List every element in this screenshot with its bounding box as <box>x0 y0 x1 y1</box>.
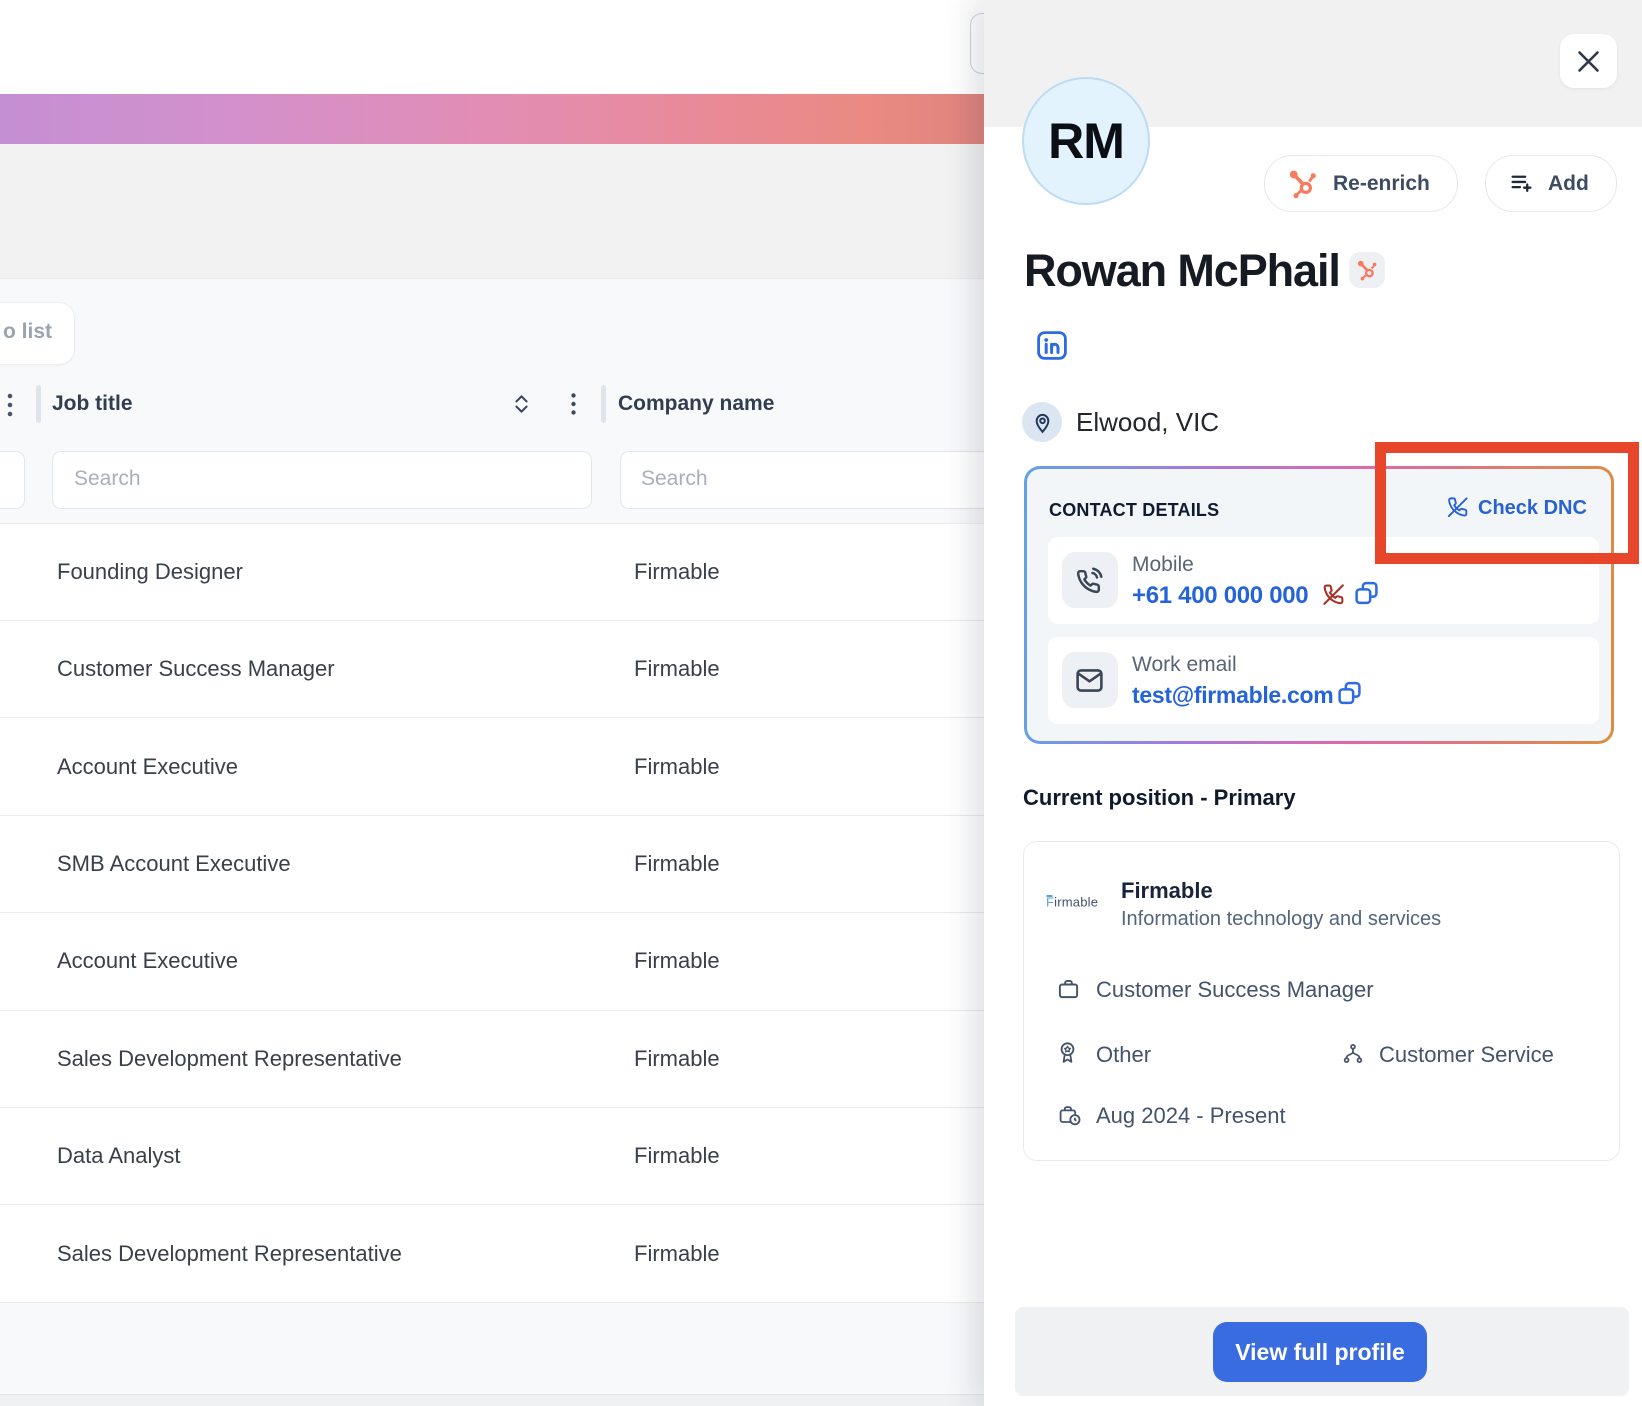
svg-text:Firmable: Firmable <box>1046 895 1098 910</box>
